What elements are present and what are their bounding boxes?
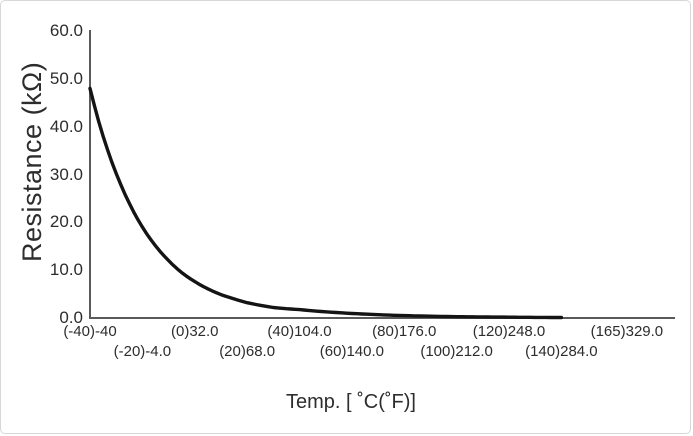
resistance-curve <box>88 86 564 320</box>
x-tick-label: (60)140.0 <box>319 343 384 360</box>
y-tick-label: 10.0 <box>49 260 83 280</box>
y-tick-label: 20.0 <box>49 212 83 232</box>
x-tick-label: (80)176.0 <box>372 323 437 340</box>
x-tick-label: (40)104.0 <box>267 323 332 340</box>
x-tick-label: (165)329.0 <box>590 323 664 340</box>
x-axis-tick-labels-row2: (-20)-4.0 (20)68.0 (60)140.0 (100)212.0 (140… <box>1 343 690 362</box>
x-tick-label: (-40)-40 <box>63 323 117 340</box>
y-tick-label: 60.0 <box>49 21 83 40</box>
axes-lines <box>89 30 675 319</box>
y-tick-label: 30.0 <box>49 164 83 184</box>
x-tick-label: (120)248.0 <box>472 323 546 340</box>
x-axis-tick-labels-row1: (-40)-40 (0)32.0 (40)104.0 (80)176.0 (120)24… <box>1 323 690 342</box>
x-tick-label: (100)212.0 <box>420 343 493 360</box>
x-axis-title: Temp. [ ˚C(˚F)] <box>286 391 416 413</box>
y-tick-label: 0.0 <box>59 308 83 327</box>
x-tick-label: (140)284.0 <box>525 343 598 360</box>
x-tick-label: (-20)-4.0 <box>113 343 172 360</box>
x-tick-label: (0)32.0 <box>170 323 219 340</box>
x-tick-label: (20)68.0 <box>219 343 276 360</box>
y-tick-label: 40.0 <box>49 116 83 136</box>
y-tick-label: 50.0 <box>49 68 83 88</box>
